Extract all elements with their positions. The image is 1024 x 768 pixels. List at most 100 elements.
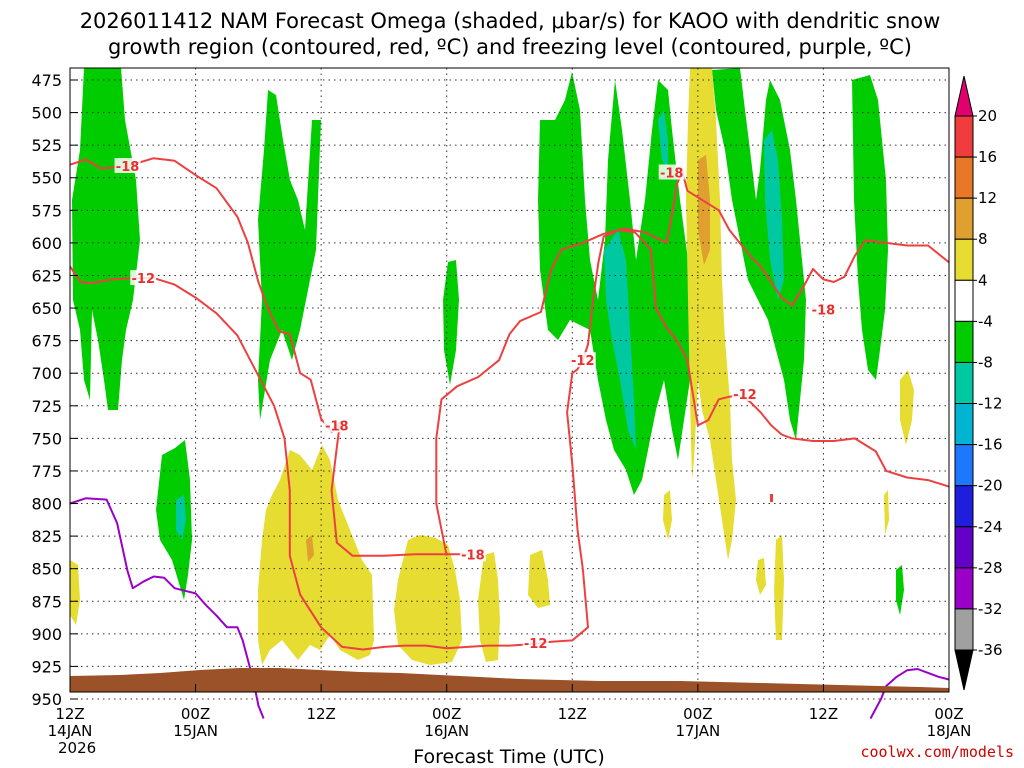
contour-label: -12	[733, 388, 757, 403]
y-tick-label: 725	[31, 397, 62, 416]
x-tick-label: 12Z	[558, 705, 587, 723]
x-tick-label: 18JAN	[927, 722, 972, 740]
colorbar-label: 4	[978, 271, 988, 289]
colorbar-label: -8	[978, 353, 993, 371]
y-tick-label: 950	[31, 690, 62, 709]
omega-region-green-7	[852, 75, 888, 380]
colorbar-label: -36	[978, 641, 1003, 659]
omega-region-teal-1	[176, 495, 186, 540]
colorbar-swatch	[954, 197, 974, 240]
omega-region-yellow-7	[756, 558, 766, 595]
x-axis-label: Forecast Time (UTC)	[413, 746, 604, 768]
x-tick-label: 2026	[58, 739, 96, 757]
contour-label: -18	[325, 419, 349, 434]
colorbar-swatch	[954, 156, 974, 199]
y-tick-label: 475	[31, 71, 62, 90]
colorbar-label: 16	[978, 148, 997, 166]
contour-label: -18	[116, 160, 140, 175]
y-tick-label: 825	[31, 527, 62, 546]
plot-frame	[69, 67, 950, 693]
contour-label-bg	[114, 158, 141, 174]
y-tick-label: 900	[31, 625, 62, 644]
y-tick-label: 675	[31, 332, 62, 351]
chart-title-line-2: growth region (contoured, red, ºC) and f…	[108, 35, 912, 59]
y-tick-label: 875	[31, 592, 62, 611]
omega-region-teal-3	[764, 130, 784, 300]
y-tick-label: 750	[31, 429, 62, 448]
y-tick-label: 600	[31, 234, 62, 253]
y-tick-label: 500	[31, 104, 62, 123]
plot-area	[70, 68, 949, 692]
y-tick-label: 575	[31, 201, 62, 220]
contour-label-bg	[522, 634, 549, 650]
contour-label-bg	[658, 164, 685, 180]
x-tick-label: 15JAN	[173, 722, 218, 740]
x-tick-label: 14JAN	[48, 722, 93, 740]
colorbar-swatch	[954, 567, 974, 610]
contour-label-bg	[731, 386, 758, 402]
omega-region-yellow-8	[774, 535, 784, 640]
x-tick-label: 16JAN	[424, 722, 469, 740]
colorbar-swatch	[954, 444, 974, 487]
y-tick-label: 775	[31, 462, 62, 481]
x-tick-label: 12Z	[809, 705, 838, 723]
contour-line	[69, 157, 468, 557]
chart-title-line-1: 2026011412 NAM Forecast Omega (shaded, μ…	[80, 9, 941, 33]
omega-region-yellow-1	[258, 445, 374, 665]
colorbar-swatch	[954, 608, 974, 651]
contour-label-bg	[810, 301, 837, 317]
contour-label: -18	[461, 548, 485, 563]
y-tick-label: 650	[31, 299, 62, 318]
colorbar-top-arrow	[954, 75, 974, 117]
contour-label: -18	[812, 303, 836, 318]
contour-line	[869, 668, 950, 719]
x-tick-label: 00Z	[432, 705, 461, 723]
colorbar-label: 8	[978, 230, 988, 248]
colorbar-swatch	[954, 115, 974, 158]
omega-region-green-3	[156, 440, 192, 600]
contour-labels: -18 -12 -18 -18 -12 -12 -18 -12 -18	[114, 158, 837, 652]
contour-label-bg	[130, 270, 157, 286]
omega-region-red-dot	[770, 494, 773, 502]
contour-label-bg	[569, 352, 596, 368]
colorbar-label: -20	[978, 477, 1003, 495]
omega-region-orange-1	[698, 155, 710, 265]
colorbar-swatch	[954, 238, 974, 281]
gridlines	[70, 68, 949, 700]
colorbar-label: -4	[978, 312, 993, 330]
x-tick-label: 17JAN	[675, 722, 720, 740]
omega-region-green-6	[712, 68, 806, 440]
y-axis-ticks: 475 500 525 550 575 600 625 650 675 700 725 750 775 8…	[31, 71, 78, 709]
contour-label: -12	[524, 637, 548, 652]
y-tick-label: 625	[31, 266, 62, 285]
y-tick-label: 525	[31, 136, 62, 155]
x-tick-label: 12Z	[306, 705, 335, 723]
omega-region-yellow-2	[394, 535, 462, 665]
x-tick-label: 00Z	[683, 705, 712, 723]
colorbar-label: -12	[978, 395, 1003, 413]
omega-region-orange-2	[306, 535, 314, 562]
contour-label: -12	[132, 272, 156, 287]
x-tick-label: 00Z	[934, 705, 963, 723]
contour-label-bg	[323, 417, 350, 433]
ground-terrain	[70, 668, 949, 692]
colorbar-label: -24	[978, 518, 1003, 536]
colorbar-label: -32	[978, 600, 1003, 618]
omega-region-yellow-4	[528, 550, 550, 608]
colorbar-swatch	[954, 279, 974, 322]
colorbar-swatch	[954, 403, 974, 446]
omega-region-green-4	[443, 260, 459, 385]
contour-line	[69, 497, 265, 719]
colorbar-label: -16	[978, 436, 1003, 454]
omega-region-yellow-11	[70, 560, 80, 625]
contour-lines	[69, 157, 950, 719]
omega-shading	[70, 68, 914, 665]
contour-label: -18	[660, 167, 684, 182]
colorbar-swatch	[954, 320, 974, 363]
omega-region-yellow-3	[478, 552, 500, 662]
omega-region-teal-4	[658, 110, 668, 170]
contour-label: -12	[571, 354, 595, 369]
contour-line	[435, 170, 950, 556]
omega-region-yellow-9	[900, 370, 914, 445]
